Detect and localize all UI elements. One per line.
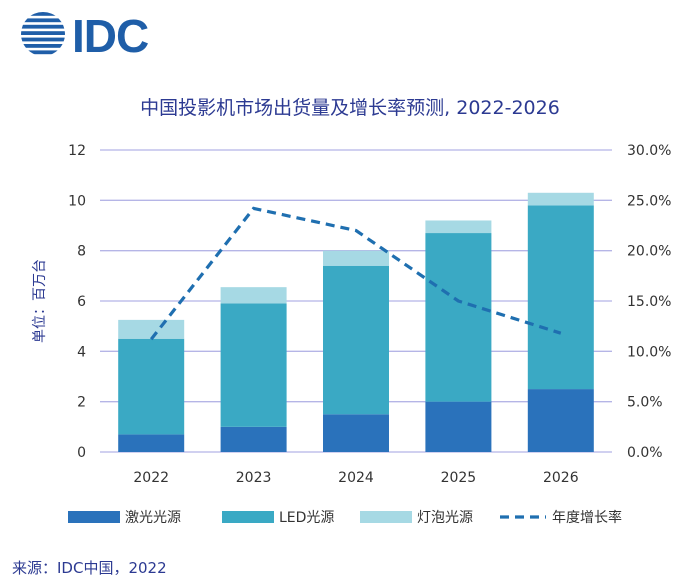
y-tick-label: 6	[77, 294, 86, 310]
legend-bulb: 灯泡光源	[360, 510, 473, 526]
globe-stripe	[21, 18, 65, 23]
x-tick-label: 2025	[441, 470, 477, 486]
bar-laser	[220, 426, 287, 452]
source-note: 来源：IDC中国，2022	[12, 559, 167, 577]
logo-text: IDC	[72, 10, 148, 62]
legend-label: 激光光源	[125, 509, 181, 526]
globe-stripe	[21, 12, 65, 16]
idc-logo: IDC	[21, 10, 149, 62]
bar-led	[323, 265, 389, 415]
y-tick-label: 10	[68, 193, 86, 209]
legend-swatch	[222, 511, 274, 523]
bar-bulb	[323, 250, 389, 266]
bar-bulb	[425, 220, 492, 234]
x-tick-label: 2022	[133, 470, 169, 486]
bar-led	[425, 233, 492, 402]
chart-title: 中国投影机市场出货量及增长率预测, 2022-2026	[140, 97, 560, 119]
legend-led: LED光源	[222, 510, 334, 526]
globe-stripe	[21, 24, 65, 29]
legend-swatch	[68, 511, 120, 523]
x-tick-label: 2023	[236, 470, 272, 486]
bar-led	[527, 205, 594, 390]
y2-tick-label: 0.0%	[627, 445, 663, 461]
legend: 激光光源 LED光源 灯泡光源 年度增长率	[68, 509, 622, 526]
legend-growth: 年度增长率	[500, 509, 622, 526]
bar-laser	[118, 434, 185, 452]
y2-tick-label: 10.0%	[627, 344, 671, 360]
y2-tick-label: 20.0%	[627, 244, 671, 260]
y-axis-title: 单位：百万台	[32, 259, 48, 343]
globe-icon	[21, 12, 65, 55]
x-tick-label: 2026	[543, 470, 579, 486]
globe-stripe	[21, 31, 65, 35]
y2-tick-label: 15.0%	[627, 294, 671, 310]
growth-rate-line	[149, 206, 562, 341]
y-tick-label: 4	[77, 344, 86, 360]
growth-line	[149, 206, 562, 341]
bar-bulb	[220, 287, 287, 304]
legend-label: 灯泡光源	[417, 510, 473, 526]
y-tick-label: 2	[77, 395, 86, 411]
bar-laser	[425, 401, 492, 452]
globe-stripe	[21, 50, 65, 55]
bars	[118, 192, 594, 452]
legend-laser: 激光光源	[68, 509, 181, 526]
y-tick-label: 0	[77, 445, 86, 461]
x-tick-label: 2024	[338, 470, 374, 486]
y2-tick-label: 5.0%	[627, 395, 663, 411]
globe-stripe	[21, 37, 65, 42]
bar-led	[220, 303, 287, 427]
y-tick-label: 12	[68, 143, 86, 159]
bar-bulb	[118, 319, 185, 339]
y2-tick-label: 30.0%	[627, 143, 671, 159]
legend-label: 年度增长率	[552, 509, 622, 526]
bar-laser	[323, 414, 389, 452]
axes: 0 2 4 6 8 10 12 0.0% 5.0% 10.0% 15.0% 20.0% 25.0% 30.…	[68, 143, 671, 486]
y-tick-label: 8	[77, 244, 86, 260]
legend-swatch	[360, 511, 412, 523]
y2-tick-label: 25.0%	[627, 193, 671, 209]
globe-stripe	[21, 44, 65, 48]
bar-bulb	[527, 192, 594, 206]
bar-led	[118, 338, 185, 435]
legend-label: LED光源	[279, 510, 334, 526]
bar-laser	[527, 389, 594, 452]
